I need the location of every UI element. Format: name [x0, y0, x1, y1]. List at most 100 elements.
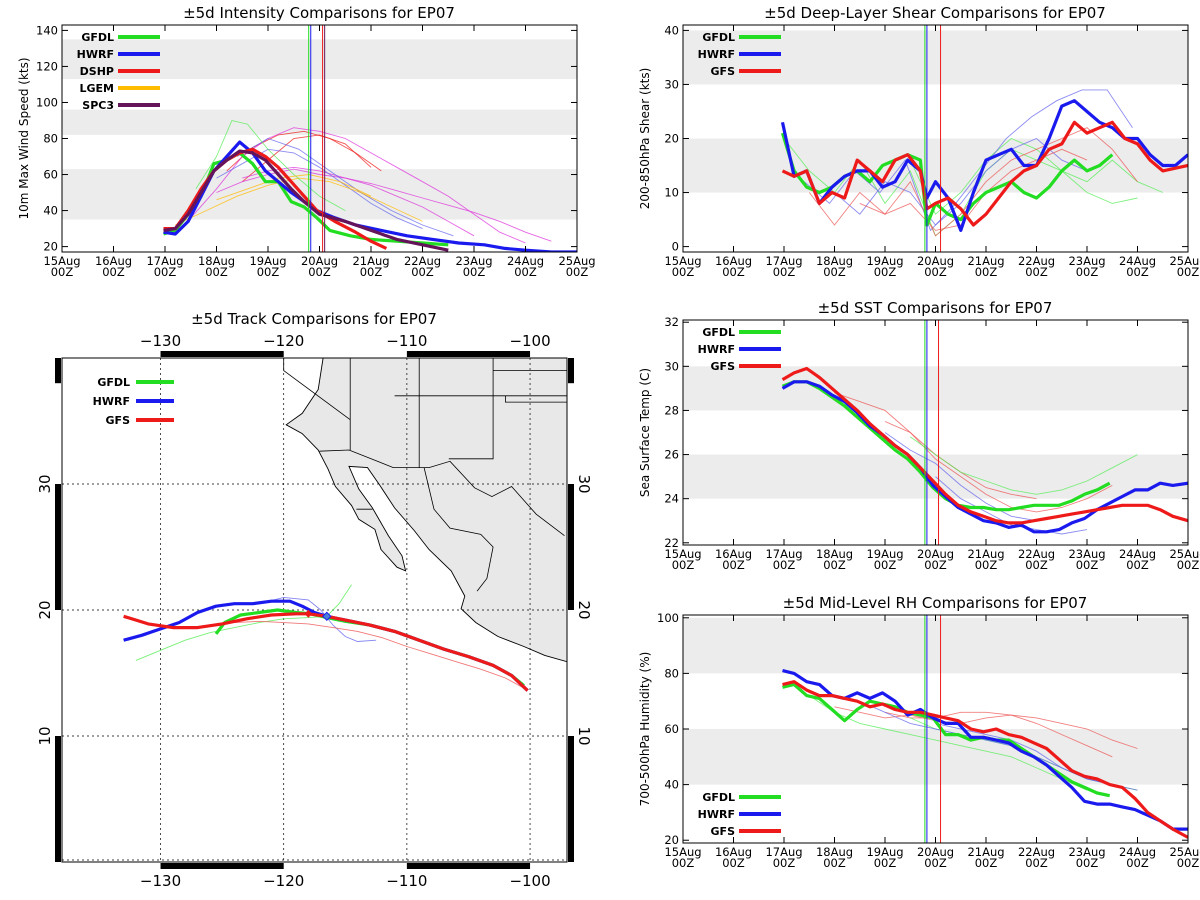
border-line [283, 358, 351, 421]
y-tick-label: 40 [664, 778, 679, 792]
x-tick-label: 17Aug [146, 254, 183, 268]
legend-label: HWRF [93, 395, 130, 408]
x-tick-label: 15Aug [43, 254, 80, 268]
frame-bar [55, 358, 61, 384]
border-line [504, 395, 567, 403]
y-tick-label: 40 [664, 23, 679, 37]
x-tick-label: 18Aug [816, 547, 853, 561]
legend-label: HWRF [698, 343, 735, 356]
chart-title: ±5d Intensity Comparisons for EP07 [183, 4, 455, 22]
x-tick-label: 23Aug [1068, 845, 1105, 859]
x-tick-label: 16Aug [95, 254, 132, 268]
x-tick-sublabel: 00Z [722, 856, 745, 870]
x-tick-sublabel: 00Z [102, 265, 125, 279]
x-tick-sublabel: 00Z [566, 265, 589, 279]
lon-label: −130 [140, 872, 181, 890]
y-tick-label: 100 [36, 95, 58, 109]
y-tick-label: 26 [664, 448, 679, 462]
y-axis-label: Sea Surface Temp (C) [638, 368, 652, 497]
lon-label: −100 [509, 872, 550, 890]
ensemble-line [216, 174, 372, 201]
x-tick-label: 25Aug [1169, 845, 1200, 859]
series-hwrf [781, 380, 1188, 534]
x-tick-label: 24Aug [507, 254, 544, 268]
legend-label: GFS [711, 65, 736, 78]
shaded-band [683, 30, 1188, 85]
series-hwrf [780, 99, 1188, 232]
legend-label: DSHP [80, 65, 114, 78]
ensemble-line [910, 436, 1138, 495]
y-tick-label: 80 [43, 132, 58, 146]
series-spc3 [163, 149, 449, 252]
ensemble-line [216, 168, 552, 242]
legend-label: GFS [711, 825, 736, 838]
x-tick-sublabel: 00Z [1126, 265, 1149, 279]
y-tick-label: 100 [657, 611, 679, 625]
x-tick-sublabel: 00Z [257, 265, 280, 279]
x-tick-label: 22Aug [404, 254, 441, 268]
lat-label: 10 [36, 726, 54, 745]
x-tick-sublabel: 00Z [823, 856, 846, 870]
y-tick-label: 30 [664, 77, 679, 91]
frame-bar [568, 484, 574, 610]
y-tick-label: 60 [664, 722, 679, 736]
current-position-marker [322, 611, 332, 622]
border-line [448, 358, 494, 460]
y-tick-label: 60 [43, 168, 58, 182]
x-tick-sublabel: 00Z [360, 265, 383, 279]
x-tick-sublabel: 00Z [773, 265, 796, 279]
x-tick-sublabel: 00Z [722, 558, 745, 572]
border-line [423, 467, 494, 592]
ensemble-line [935, 476, 1088, 535]
series-gfs [781, 366, 1188, 525]
x-tick-sublabel: 00Z [672, 265, 695, 279]
x-tick-label: 20Aug [917, 547, 954, 561]
x-tick-sublabel: 00Z [1177, 265, 1200, 279]
x-tick-label: 22Aug [1018, 547, 1055, 561]
legend-label: GFDL [702, 31, 735, 44]
x-tick-label: 15Aug [664, 845, 701, 859]
x-tick-sublabel: 00Z [672, 558, 695, 572]
lat-label: 30 [575, 474, 593, 493]
y-tick-label: 80 [664, 666, 679, 680]
rh-chart: 2040608010015Aug00Z16Aug00Z17Aug00Z18Aug… [638, 594, 1200, 870]
x-tick-sublabel: 00Z [874, 558, 897, 572]
ensemble-line [803, 89, 1133, 232]
y-tick-label: 30 [664, 359, 679, 373]
y-tick-label: 20 [43, 240, 58, 254]
ensemble-line [216, 148, 423, 230]
shaded-band [683, 617, 1188, 674]
y-tick-label: 140 [36, 23, 58, 37]
x-tick-label: 24Aug [1119, 254, 1156, 268]
x-tick-sublabel: 00Z [411, 265, 434, 279]
x-tick-label: 16Aug [715, 845, 752, 859]
series-gfs [782, 680, 1188, 839]
x-tick-sublabel: 00Z [1177, 856, 1200, 870]
lat-label: 20 [36, 600, 54, 619]
x-tick-label: 21Aug [967, 254, 1004, 268]
y-tick-label: 10 [664, 186, 679, 200]
gfs-position-marker [304, 609, 313, 618]
x-tick-label: 20Aug [917, 254, 954, 268]
x-tick-sublabel: 00Z [924, 265, 947, 279]
x-tick-label: 23Aug [1068, 254, 1105, 268]
x-tick-sublabel: 00Z [874, 856, 897, 870]
frame-bar [160, 351, 284, 357]
lon-label: −120 [263, 872, 304, 890]
x-tick-label: 19Aug [866, 254, 903, 268]
series-dshp [163, 147, 388, 250]
land-mass [285, 358, 567, 663]
x-tick-label: 24Aug [1119, 845, 1156, 859]
x-tick-label: 21Aug [352, 254, 389, 268]
x-tick-label: 17Aug [765, 547, 802, 561]
legend-label: GFDL [702, 326, 735, 339]
legend-label: HWRF [698, 48, 735, 61]
x-tick-label: 23Aug [1068, 547, 1105, 561]
x-tick-sublabel: 00Z [1025, 856, 1048, 870]
x-tick-label: 20Aug [917, 845, 954, 859]
border-line [319, 449, 565, 537]
frame-bar [55, 736, 61, 862]
x-tick-label: 18Aug [816, 845, 853, 859]
shear-chart: 01020304015Aug00Z16Aug00Z17Aug00Z18Aug00… [638, 4, 1200, 279]
